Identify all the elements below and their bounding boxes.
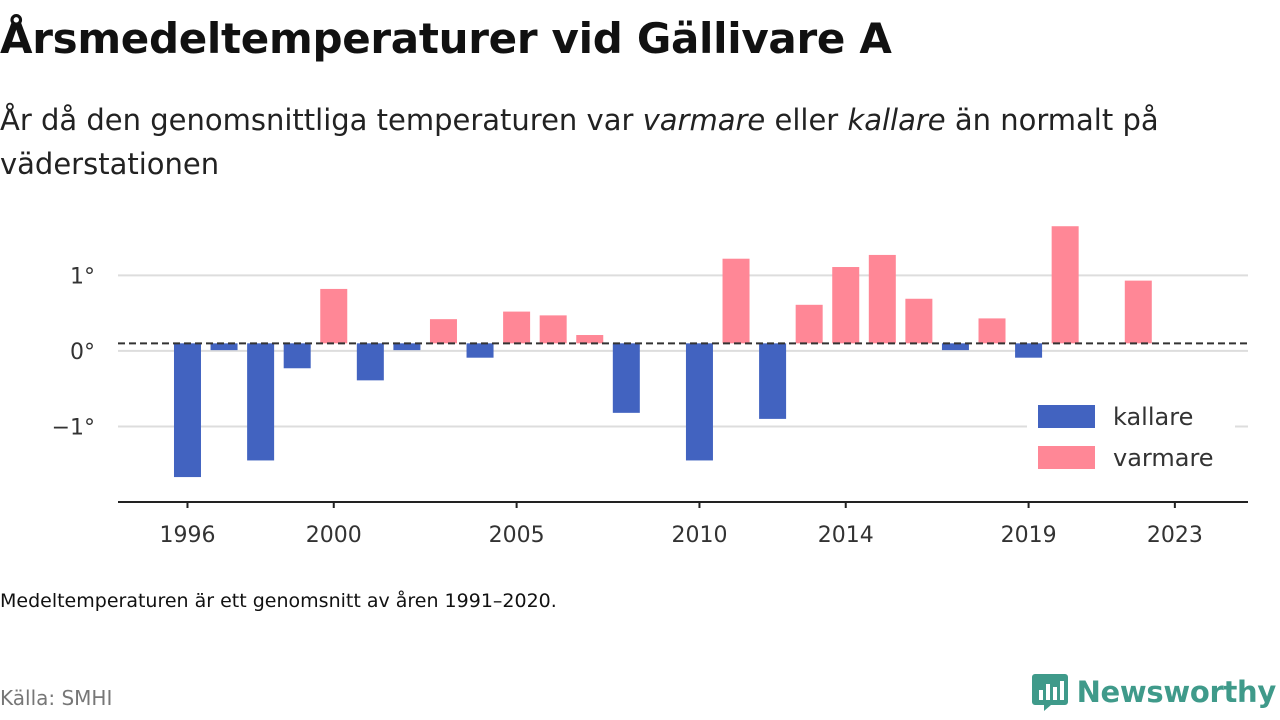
bar-varmare (320, 288, 348, 344)
bar-varmare (978, 318, 1006, 344)
y-tick-label: 1° (70, 264, 95, 289)
bar-varmare (503, 311, 531, 344)
y-tick-label: 0° (70, 340, 95, 365)
bar-kallare (759, 343, 787, 419)
bar-kallare (247, 343, 275, 461)
bar-varmare (795, 304, 823, 344)
bar-kallare (356, 343, 384, 381)
bar-kallare (685, 343, 713, 461)
x-tick-label: 2019 (1001, 523, 1057, 548)
bar-chart: −1° 0° 1° 1996 2000 2005 2010 2014 2019 2023 kalla… (52, 226, 1248, 548)
brand-name: Newsworthy (1076, 675, 1277, 709)
y-tick-label: −1° (52, 415, 95, 440)
chart-subtitle: År då den genomsnittliga temperaturen va… (0, 98, 1270, 186)
bar-kallare (466, 343, 494, 358)
bar-kallare (941, 343, 969, 351)
bar-varmare (868, 254, 896, 344)
newsworthy-logo-icon (1031, 674, 1068, 711)
bar-varmare (539, 315, 567, 344)
brand: Newsworthy (1031, 672, 1276, 712)
bar-varmare (905, 298, 933, 344)
legend-swatch-varmare (1038, 446, 1095, 469)
bar-varmare (832, 267, 860, 344)
bar-kallare (1015, 343, 1043, 358)
legend-label-varmare: varmare (1113, 444, 1214, 472)
bar-varmare (429, 319, 457, 344)
subtitle-text-1: År då den genomsnittliga temperaturen va… (0, 103, 643, 137)
legend-swatch-kallare (1038, 405, 1095, 428)
x-tick-label: 1996 (159, 523, 215, 548)
x-tick-label: 2005 (489, 523, 545, 548)
bar-kallare (210, 343, 238, 351)
source-credit: Källa: SMHI (0, 686, 113, 710)
subtitle-colder: kallare (847, 103, 946, 137)
x-tick-label: 2023 (1147, 523, 1203, 548)
bar-kallare (612, 343, 640, 413)
x-tick-label: 2010 (671, 523, 727, 548)
bar-varmare (576, 335, 604, 344)
subtitle-text-2: eller (765, 103, 848, 137)
bar-kallare (173, 343, 201, 478)
bar-varmare (722, 258, 750, 344)
bar-kallare (283, 343, 311, 369)
bar-varmare (1051, 226, 1079, 344)
footnote: Medeltemperaturen är ett genomsnitt av å… (0, 590, 557, 612)
subtitle-warmer: varmare (642, 103, 766, 137)
subtitle-text-3: än normalt på väderstationen (0, 103, 1159, 181)
chart-title: Årsmedeltemperaturer vid Gällivare A (0, 14, 892, 63)
x-tick-label: 2014 (818, 523, 874, 548)
bar-varmare (1124, 280, 1152, 344)
legend-label-kallare: kallare (1113, 403, 1193, 431)
bar-kallare (393, 343, 421, 351)
x-tick-label: 2000 (306, 523, 362, 548)
